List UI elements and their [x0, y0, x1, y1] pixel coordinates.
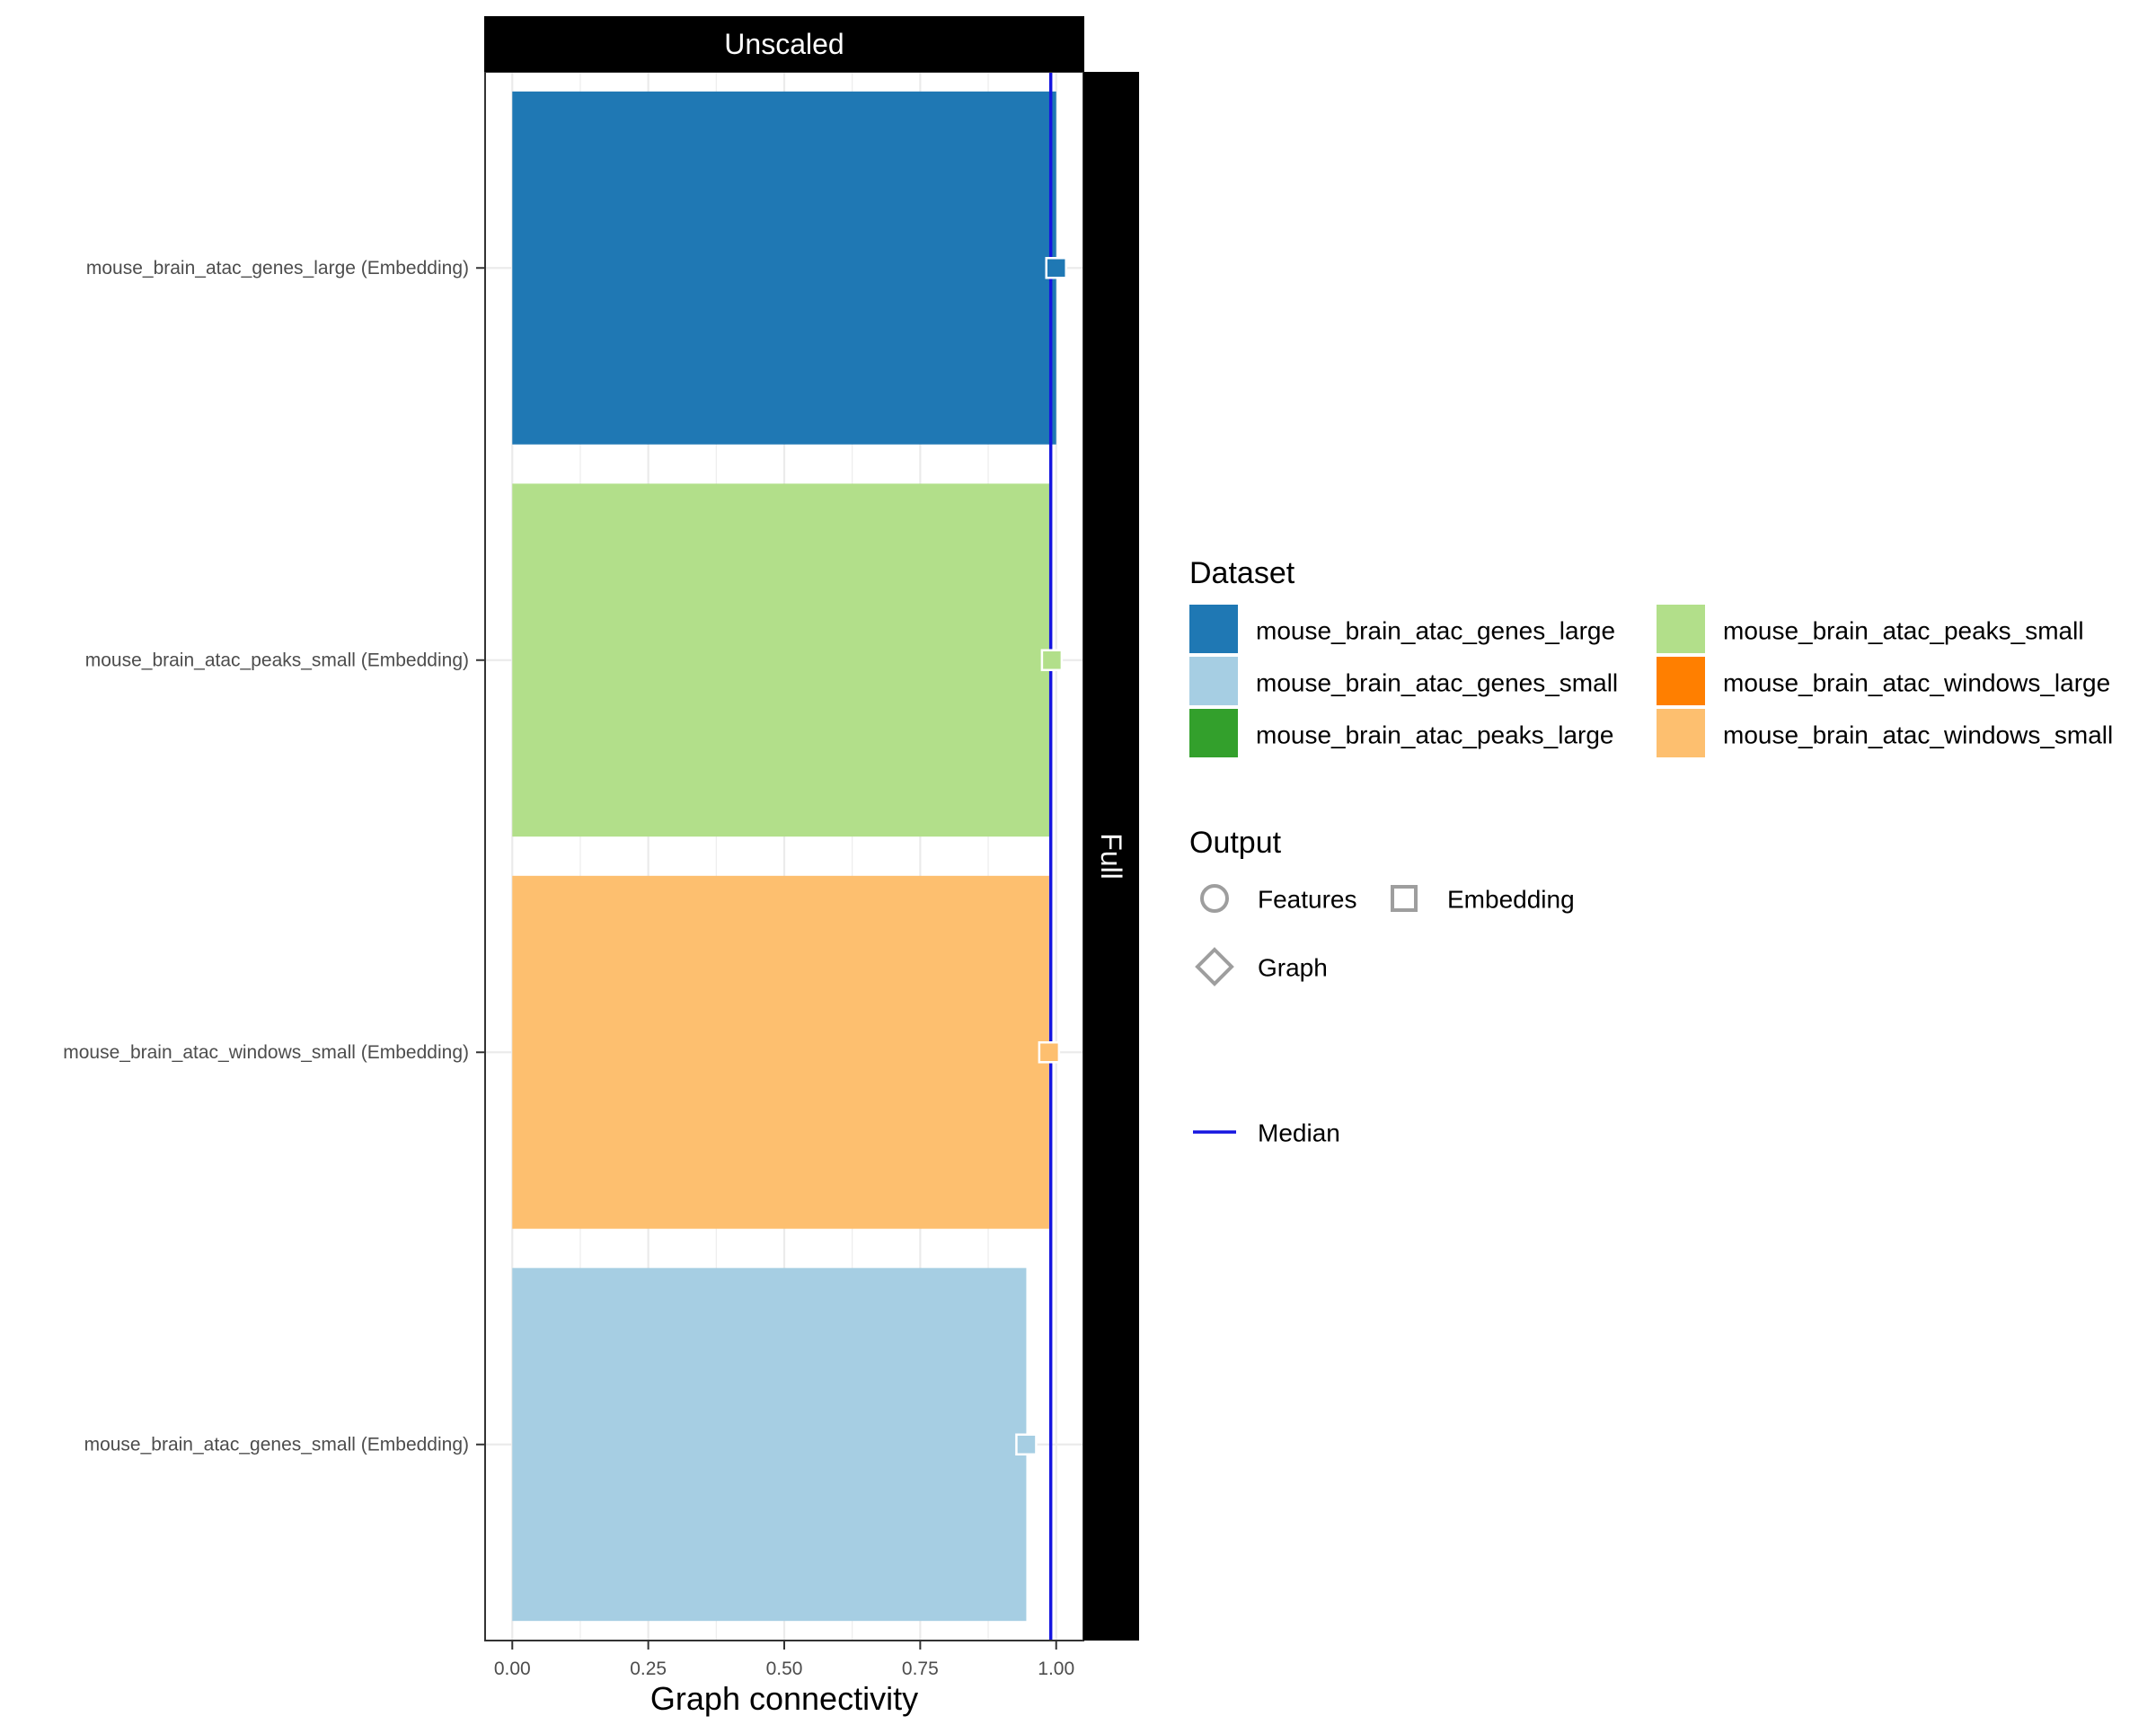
facet-strip-right [1083, 72, 1139, 1641]
legend-output-label: Embedding [1447, 886, 1575, 914]
legend-circle-icon [1200, 884, 1229, 913]
legend-swatch [1189, 709, 1238, 757]
legend-swatch [1657, 605, 1705, 653]
x-axis-title: Graph connectivity [650, 1680, 918, 1717]
x-tick-label: 0.75 [902, 1659, 939, 1679]
bar [512, 483, 1052, 837]
y-tick-label: mouse_brain_atac_genes_small (Embedding) [84, 1434, 469, 1455]
legend-output-items: Features Embedding Graph [1195, 884, 1575, 986]
legend: Dataset mouse_brain_atac_genes_largemous… [1189, 556, 2113, 1147]
legend-dataset-title: Dataset [1189, 556, 1295, 590]
legend-dataset-label: mouse_brain_atac_peaks_small [1723, 617, 2084, 645]
facet-col-label: Unscaled [724, 28, 844, 60]
y-tick-label: mouse_brain_atac_windows_small (Embeddin… [63, 1042, 469, 1063]
legend-dataset-items: mouse_brain_atac_genes_large mouse_brain_… [1189, 605, 2113, 757]
bar [512, 1268, 1027, 1622]
legend-dataset-label: mouse_brain_atac_genes_large [1256, 617, 1615, 645]
point-embedding [1040, 649, 1064, 671]
x-tick-label: 1.00 [1038, 1659, 1074, 1679]
x-tick-label: 0.00 [494, 1659, 531, 1679]
x-axis-ticks: 0.00 0.25 0.50 0.75 1.00 [494, 1641, 1074, 1679]
x-tick-label: 0.50 [766, 1659, 803, 1679]
legend-diamond-icon [1195, 947, 1234, 986]
facet-strip-top [484, 16, 1084, 72]
legend-dataset-label: mouse_brain_atac_genes_small [1256, 669, 1618, 697]
bars [512, 91, 1056, 1622]
legend-output-label: Graph [1258, 954, 1328, 982]
bar [512, 875, 1049, 1229]
legend-swatch [1189, 605, 1238, 653]
legend-swatch [1189, 657, 1238, 705]
facet-row-label: Full [1095, 833, 1127, 880]
x-tick-label: 0.25 [630, 1659, 667, 1679]
legend-swatch [1657, 709, 1705, 757]
legend-dataset-label: mouse_brain_atac_peaks_large [1256, 721, 1614, 749]
legend-square-icon [1391, 885, 1418, 912]
point-embedding [1038, 1041, 1061, 1064]
legend-output-label: Features [1258, 886, 1357, 914]
legend-median-label: Median [1258, 1119, 1340, 1147]
legend-swatch [1657, 657, 1705, 705]
point-embedding [1045, 257, 1067, 279]
legend-output-title: Output [1189, 826, 1282, 860]
y-tick-label: mouse_brain_atac_genes_large (Embedding) [86, 258, 469, 279]
points [1015, 257, 1067, 1455]
legend-dataset-label: mouse_brain_atac_windows_small [1723, 721, 2113, 749]
bar [512, 91, 1056, 445]
y-tick-label: mouse_brain_atac_peaks_small (Embedding) [85, 650, 469, 670]
legend-dataset-label: mouse_brain_atac_windows_large [1723, 669, 2110, 697]
point-embedding [1015, 1433, 1038, 1455]
y-axis-labels: mouse_brain_atac_genes_large (Embedding)… [63, 258, 485, 1455]
